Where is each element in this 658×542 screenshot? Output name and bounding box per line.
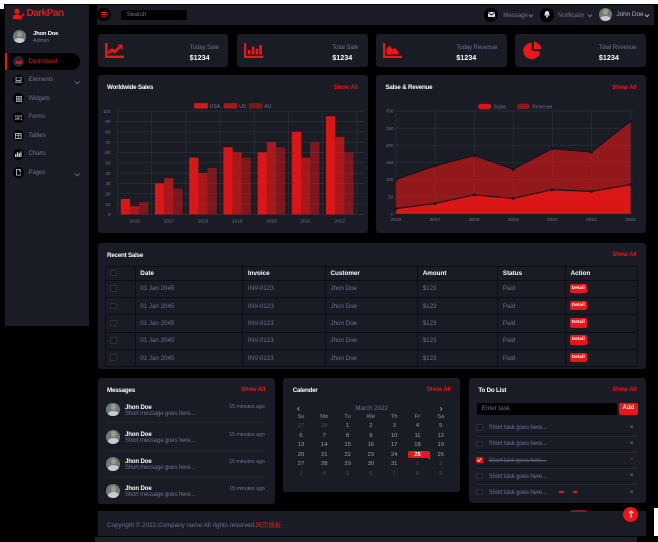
svg-text:2017: 2017 xyxy=(163,219,174,225)
svg-text:300: 300 xyxy=(386,109,394,114)
svg-text:10: 10 xyxy=(105,202,111,207)
svg-text:150: 150 xyxy=(386,160,394,165)
svg-text:90: 90 xyxy=(105,119,111,124)
svg-text:2019: 2019 xyxy=(508,217,519,223)
svg-text:Salse: Salse xyxy=(494,104,507,110)
svg-text:0: 0 xyxy=(391,211,394,216)
svg-text:2020: 2020 xyxy=(266,219,277,225)
svg-text:2021: 2021 xyxy=(300,219,311,225)
svg-text:20: 20 xyxy=(105,191,111,196)
svg-text:40: 40 xyxy=(105,171,111,176)
svg-text:60: 60 xyxy=(105,150,111,155)
svg-text:80: 80 xyxy=(105,130,111,135)
svg-text:USA: USA xyxy=(209,104,220,110)
svg-text:2020: 2020 xyxy=(547,217,558,223)
svg-text:AU: AU xyxy=(264,104,271,110)
svg-text:100: 100 xyxy=(102,109,110,114)
svg-text:Revenue: Revenue xyxy=(532,104,552,110)
svg-text:2018: 2018 xyxy=(469,217,480,223)
svg-text:30: 30 xyxy=(105,181,111,186)
svg-text:2016: 2016 xyxy=(129,219,140,225)
svg-text:200: 200 xyxy=(386,143,394,148)
svg-text:70: 70 xyxy=(105,140,111,145)
svg-text:50: 50 xyxy=(388,194,394,199)
svg-text:2016: 2016 xyxy=(391,217,402,223)
svg-text:0: 0 xyxy=(107,212,110,217)
svg-text:2017: 2017 xyxy=(430,217,441,223)
svg-text:2022: 2022 xyxy=(334,219,345,225)
svg-text:250: 250 xyxy=(386,126,394,131)
svg-text:50: 50 xyxy=(105,161,111,166)
svg-text:2018: 2018 xyxy=(197,219,208,225)
svg-text:2022: 2022 xyxy=(625,217,636,223)
svg-text:2019: 2019 xyxy=(231,219,242,225)
svg-text:UK: UK xyxy=(239,104,247,110)
svg-text:100: 100 xyxy=(386,177,394,182)
svg-text:2021: 2021 xyxy=(586,217,597,223)
